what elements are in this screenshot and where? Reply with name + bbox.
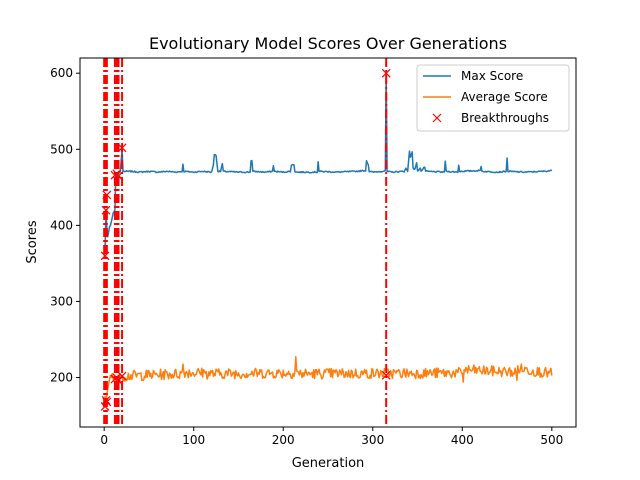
series-line-average-score (103, 356, 553, 407)
breakthrough-marker (102, 397, 112, 407)
breakthrough-marker (117, 371, 127, 381)
x-axis-label: Generation (292, 456, 365, 471)
chart-title: Evolutionary Model Scores Over Generatio… (149, 34, 507, 53)
y-tick-label: 600 (50, 66, 73, 80)
x-tick-label: 200 (272, 433, 295, 447)
legend-label: Max Score (461, 69, 523, 83)
axes: 0 100 200 300 400 500 200 300 400 500 600 (50, 57, 577, 447)
x-tick-label: 300 (361, 433, 384, 447)
legend-box (416, 64, 570, 132)
breakthrough-marker (102, 190, 112, 200)
legend-label: Average Score (461, 90, 548, 104)
x-tick-label: 0 (100, 433, 108, 447)
legend: Max Score Average Score Breakthroughs (416, 64, 570, 132)
x-tick-label: 500 (540, 433, 563, 447)
x-tick-label: 100 (182, 433, 205, 447)
x-tick-label: 400 (451, 433, 474, 447)
y-tick-label: 200 (50, 371, 73, 385)
breakthrough-marker (117, 143, 127, 153)
plot-area (100, 58, 553, 427)
legend-label: Breakthroughs (461, 111, 549, 125)
y-axis-label: Scores (25, 220, 40, 263)
breakthrough-marker (114, 376, 123, 386)
series-line-max-score (103, 71, 553, 256)
axes-frame (79, 57, 577, 428)
legend-swatch (432, 113, 442, 123)
y-tick-label: 400 (50, 218, 73, 232)
y-tick-label: 500 (50, 142, 73, 156)
y-tick-label: 300 (50, 294, 73, 308)
breakthrough-marker (101, 205, 111, 215)
breakthrough-marker (381, 68, 391, 78)
breakthrough-marker (100, 251, 110, 261)
breakthrough-marker (114, 171, 123, 181)
breakthrough-marker (381, 370, 391, 380)
